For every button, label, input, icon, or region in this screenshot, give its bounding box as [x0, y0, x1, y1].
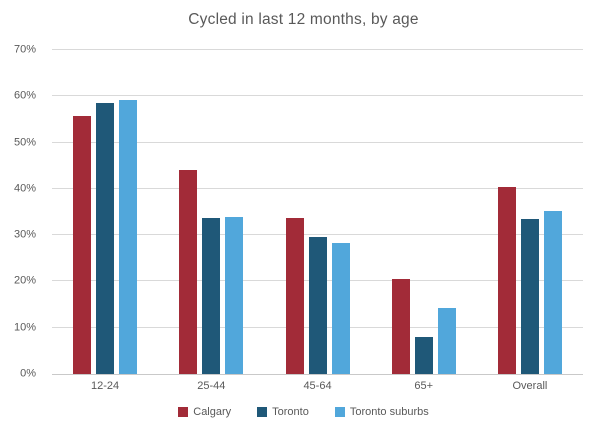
legend-label: Toronto	[272, 406, 309, 418]
bar-toronto-65+	[414, 336, 433, 374]
bar-calgary-25-44	[179, 170, 198, 374]
x-category-label: 65+	[414, 380, 434, 392]
y-tick-label: 50%	[13, 136, 36, 149]
y-tick-label: 70%	[13, 43, 36, 56]
chart-title: Cycled in last 12 months, by age	[188, 11, 419, 28]
bar-toronto-suburbs-45-64	[331, 243, 350, 374]
bar-group-12-24	[52, 50, 158, 374]
bar-toronto-suburbs-Overall	[543, 211, 562, 374]
y-tick-label: 60%	[13, 89, 36, 102]
bar-groups	[52, 50, 583, 374]
bar-toronto-25-44	[202, 218, 221, 374]
legend-item-calgary: Calgary	[178, 406, 231, 418]
y-tick-label: 0%	[20, 367, 36, 380]
legend-swatch-icon	[334, 407, 345, 417]
plot-area	[52, 49, 583, 375]
bar-calgary-Overall	[497, 186, 516, 374]
y-tick-label: 30%	[13, 228, 36, 241]
bar-toronto-suburbs-12-24	[119, 100, 138, 374]
x-category-label: Overall	[512, 380, 548, 392]
y-tick-label: 20%	[13, 274, 36, 287]
bar-calgary-12-24	[73, 115, 92, 374]
bar-calgary-45-64	[285, 217, 304, 374]
x-category-label: 25-44	[197, 380, 226, 392]
bar-toronto-Overall	[520, 219, 539, 374]
bar-toronto-suburbs-25-44	[225, 216, 244, 374]
legend-label: Toronto suburbs	[349, 406, 429, 418]
gridline-50	[52, 141, 583, 143]
bar-toronto-suburbs-65+	[437, 308, 456, 374]
bar-toronto-45-64	[308, 237, 327, 374]
bar-calgary-65+	[391, 279, 410, 374]
y-tick-label: 40%	[13, 182, 36, 195]
bar-group-Overall	[477, 50, 583, 374]
bar-group-45-64	[264, 50, 370, 374]
legend: Calgary Toronto Toronto suburbs	[0, 406, 607, 418]
legend-swatch-icon	[257, 407, 268, 417]
legend-item-toronto: Toronto	[257, 406, 309, 418]
bar-group-65+	[371, 50, 477, 374]
legend-label: Calgary	[193, 406, 232, 418]
legend-swatch-icon	[178, 407, 189, 417]
x-category-label: 45-64	[303, 380, 332, 392]
y-axis: 0% 10% 20% 30% 40% 50% 60% 70%	[0, 44, 44, 379]
legend-item-toronto-suburbs: Toronto suburbs	[334, 406, 429, 418]
gridline-40	[52, 187, 583, 189]
y-tick-label: 10%	[13, 321, 36, 334]
x-category-label: 12-24	[91, 380, 120, 392]
gridline-70	[52, 49, 583, 50]
bar-toronto-12-24	[96, 103, 115, 374]
bar-group-25-44	[158, 50, 264, 374]
gridline-60	[52, 95, 583, 97]
x-axis: 12-24 25-44 45-64 65+ Overall	[52, 380, 583, 392]
gridline-30	[52, 234, 583, 236]
